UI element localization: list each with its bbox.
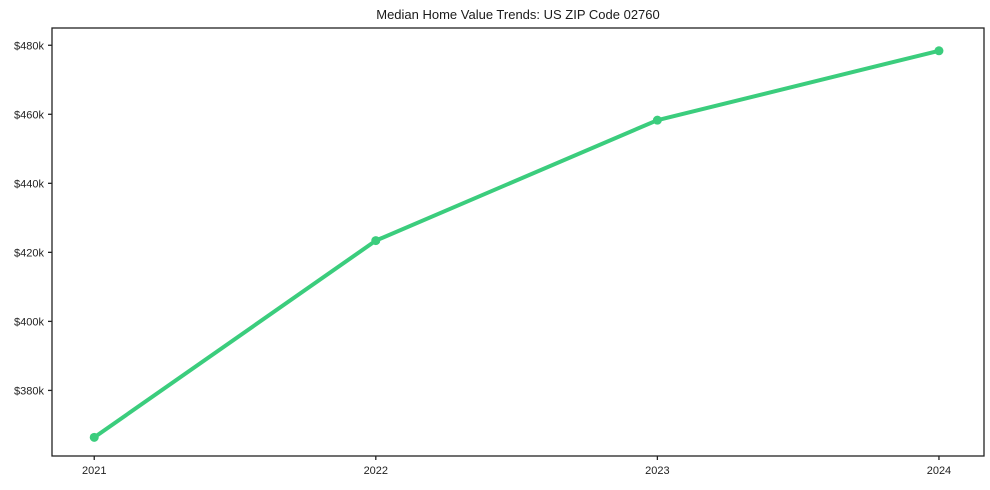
- data-point-marker: [652, 115, 662, 125]
- y-tick-label: $420k: [14, 247, 44, 259]
- y-tick-label: $400k: [14, 316, 44, 328]
- y-tick-label: $480k: [14, 40, 44, 52]
- data-point-marker: [89, 432, 99, 442]
- plot-border: [51, 27, 985, 457]
- y-tick-label: $380k: [14, 385, 44, 397]
- x-tick-label: 2021: [82, 465, 106, 477]
- x-tick-label: 2022: [364, 465, 388, 477]
- x-tick-label: 2024: [927, 465, 951, 477]
- data-point-marker: [371, 236, 381, 246]
- trend-line: [92, 48, 941, 440]
- y-tick-label: $460k: [14, 109, 44, 121]
- data-point-marker: [934, 46, 944, 56]
- chart-title: Median Home Value Trends: US ZIP Code 02…: [376, 7, 660, 22]
- y-tick-label: $440k: [14, 178, 44, 190]
- x-tick-label: 2023: [645, 465, 669, 477]
